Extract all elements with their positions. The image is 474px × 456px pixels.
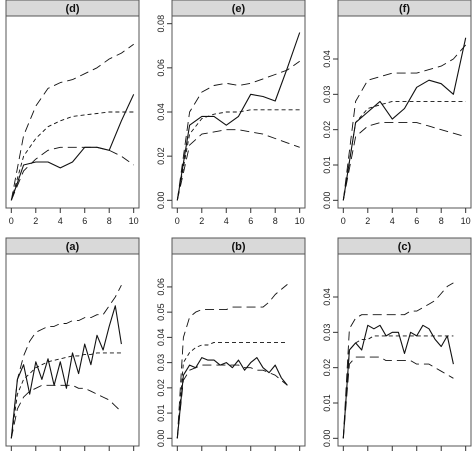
bound-line [176,109,300,201]
estimate-line [176,357,288,439]
x-tick-label: 8 [107,216,112,226]
y-tick-label: 0.01 [322,156,332,174]
x-tick-label: 0 [9,216,14,226]
x-tick-label: 4 [58,216,63,226]
plot-frame [337,15,472,209]
panel-title: (f) [399,3,410,15]
estimate-line [10,305,122,439]
estimate-line [176,32,301,201]
bound-line [342,282,454,439]
y-tick-label: 0.04 [322,50,332,68]
bound-line [176,60,300,201]
x-tick-label: 10 [461,216,471,226]
y-tick-label: 0.04 [156,103,166,121]
x-tick-label: 6 [248,216,253,226]
x-tick-label: 4 [390,216,395,226]
y-tick-label: 0.01 [322,394,332,412]
x-tick-label: 2 [33,216,38,226]
chart-panel: (a) [5,237,140,451]
estimate-line [342,324,454,439]
y-tick-label: 0.04 [322,288,332,306]
x-tick-label: 8 [439,216,444,226]
plot-frame [5,253,140,447]
chart-panel: (b) 0.00 0.01 0.02 0.03 0.04 0.05 0.06 [156,237,306,451]
bound-line [176,129,300,201]
bound-line [10,284,122,439]
plot-frame [171,253,306,447]
panel-title: (c) [398,241,412,253]
bound-line [10,111,134,201]
y-tick-label: 0.03 [156,354,166,372]
y-tick-label: 0.00 [322,430,332,448]
bound-line [176,364,288,439]
chart-panel: (d) 0 2 4 6 8 10 [5,0,140,226]
bound-line [176,284,288,439]
x-tick-label: 10 [129,216,139,226]
y-tick-label: 0.02 [156,379,166,397]
bound-line [342,44,467,201]
y-tick-label: 0.04 [156,329,166,347]
x-tick-label: 2 [365,216,370,226]
y-tick-label: 0.03 [322,86,332,104]
bound-line [10,146,134,201]
bound-line [176,341,288,439]
y-tick-label: 0.08 [156,15,166,33]
bound-line [342,100,466,201]
y-tick-label: 0.02 [156,147,166,165]
bound-line [342,335,454,439]
chart-panel: (e) 0 2 4 6 8 10 0.00 0.02 0.04 0.06 0.08 [156,0,306,226]
x-tick-label: 2 [199,216,204,226]
x-tick-label: 0 [175,216,180,226]
y-tick-label: 0.06 [156,278,166,296]
panel-title: (e) [232,3,246,15]
y-tick-label: 0.00 [156,430,166,448]
y-tick-label: 0.02 [322,359,332,377]
bound-line [10,352,122,439]
x-tick-label: 0 [341,216,346,226]
x-tick-label: 4 [224,216,229,226]
y-tick-label: 0.00 [322,192,332,210]
bound-line [10,384,122,439]
estimate-line [342,37,467,201]
x-tick-label: 10 [295,216,305,226]
y-tick-label: 0.02 [322,121,332,139]
panel-title: (b) [231,241,245,253]
y-tick-label: 0.01 [156,404,166,422]
panel-title: (a) [66,241,80,253]
x-tick-label: 8 [273,216,278,226]
plot-frame [337,253,472,447]
chart-panel: (f) 0 2 4 6 8 10 0.00 0.01 0.02 0.03 0.04 [322,0,472,226]
panel-title: (d) [65,3,79,15]
bound-line [10,43,134,201]
bound-line [342,122,466,201]
y-tick-label: 0.00 [156,192,166,210]
x-tick-label: 6 [82,216,87,226]
y-tick-label: 0.03 [322,324,332,342]
x-tick-label: 6 [414,216,419,226]
bound-line [342,356,454,439]
plot-frame [5,15,140,209]
y-tick-label: 0.06 [156,59,166,77]
plot-frame [171,15,306,209]
y-tick-label: 0.05 [156,303,166,321]
chart-panel: (c) 0.00 0.01 0.02 0.03 0.04 [322,237,472,451]
